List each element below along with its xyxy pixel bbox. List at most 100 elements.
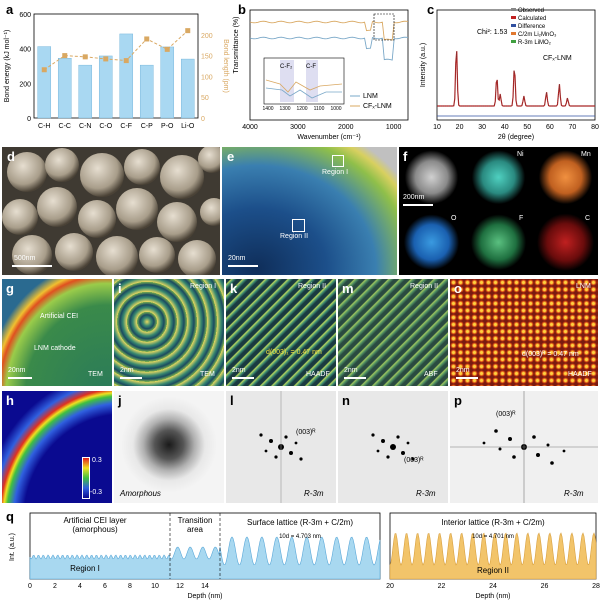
region-label-m: Region II	[410, 283, 439, 290]
legend-swatch-c-4	[511, 40, 516, 43]
space-group-p: R-3m	[564, 489, 584, 498]
ytick2-a-0: 0	[201, 116, 205, 123]
ytick-a-2: 400	[19, 47, 31, 54]
chart-b-svg: 4000 3000 2000 1000 Wavenumber (cm⁻¹) Transmi…	[233, 9, 409, 141]
mode-label-o: HAADF	[568, 371, 592, 378]
panel-i: i Region I 2nm TEM	[114, 279, 224, 386]
panel-c: c 10 20 30 40 50 60 70 80 2θ (degree) Intensity (…	[415, 0, 600, 145]
panel-k: k Region II d(003)₁ = 0.47 nm 2nm HAADF	[226, 279, 336, 386]
xtick-q-right-2: 24	[489, 583, 497, 590]
inset-frame-b	[263, 57, 345, 105]
observed-points	[437, 51, 595, 107]
scale-bar-k	[232, 377, 254, 379]
colorbar-max: 0.3	[92, 457, 102, 464]
bond-length-marker-5	[144, 36, 150, 42]
scale-bar-d	[12, 265, 52, 267]
label-transition: Transition	[178, 516, 213, 525]
inset-label-cf: C-F	[306, 64, 316, 70]
scale-bar-e	[228, 265, 258, 267]
legend-swatch-c-0	[511, 8, 516, 11]
xtick-C-H: C-H	[38, 123, 50, 130]
region-2-label: Region II	[280, 233, 309, 240]
bond-length-marker-4	[123, 58, 129, 64]
panel-label-p: p	[454, 393, 462, 408]
region-2-box	[292, 219, 305, 232]
scale-bar-f	[403, 204, 433, 206]
ytick-a-3: 600	[19, 12, 31, 19]
legend-c-1: Calculated	[518, 16, 546, 22]
panel-label-f: f	[403, 149, 408, 164]
zoom-box-b	[373, 13, 395, 41]
map-o	[399, 212, 464, 275]
xtick-C-P: C-P	[141, 123, 153, 130]
label-interior: Interior lattice (R-3m + C/2m)	[441, 518, 545, 527]
xtick-C-N: C-N	[79, 123, 91, 130]
ytick-a-0: 0	[27, 116, 31, 123]
bar-P-O	[160, 46, 175, 119]
ytick-a-1: 200	[19, 81, 31, 88]
axes-frame-b	[249, 9, 409, 121]
colorbar	[82, 457, 90, 499]
scale-label-g: 20nm	[8, 367, 26, 374]
scale-label-i: 2nm	[120, 367, 134, 374]
scale-bar-m	[344, 377, 366, 379]
panel-b: b 4000 3000 2000 1000 Wavenumber (cm⁻¹) Trans…	[230, 0, 415, 145]
panel-q: q 0 2 4 6 8 10 12 14 Depth (nm) Int. (a.u.) Artifi…	[0, 505, 600, 601]
mode-label-i: TEM	[200, 371, 215, 378]
xtick-c-0: 10	[433, 124, 441, 131]
xtick-C-O: C-O	[99, 123, 112, 130]
inset-series-lnm	[265, 87, 342, 99]
ytick2-a-4: 200	[201, 33, 213, 40]
spot-label-p: (003)ᴿ	[496, 411, 516, 418]
bond-length-line	[43, 30, 189, 71]
panel-label-g: g	[6, 281, 14, 296]
ylabel2-a: Bond length (pm)	[222, 39, 229, 93]
panel-p: p (003)ᴿ R-3m	[450, 391, 598, 503]
panel-label-i: i	[118, 281, 122, 296]
panel-label-c: c	[427, 2, 435, 17]
xtick-c-4: 50	[523, 124, 531, 131]
xtick-c-1: 20	[456, 124, 464, 131]
map-f	[466, 212, 531, 275]
panel-label-q: q	[6, 509, 14, 524]
bar-C-H	[37, 46, 52, 119]
xtick-q-left-3: 6	[103, 583, 107, 590]
cathode-label: LNM cathode	[34, 345, 76, 352]
fft-pattern-l	[259, 391, 303, 503]
map-haadf	[399, 147, 464, 210]
chi-square: Chi²: 1.53	[477, 29, 507, 36]
chart-a-svg: 0 200 400 600 0 50 100 150 200 C-H C-C C-N C-O C-F C-P…	[4, 12, 229, 130]
legend-swatch-c-2	[511, 24, 516, 27]
scale-label-f: 200nm	[403, 194, 425, 201]
inset-xtick-4: 1000	[330, 106, 341, 112]
profile-right	[389, 532, 597, 580]
xtick-c-3: 40	[501, 124, 509, 131]
bond-length-marker-2	[82, 54, 88, 60]
panel-label-a: a	[6, 2, 14, 17]
panel-label-k: k	[230, 281, 238, 296]
d-spacing-o: d(003)ᴿ = 0.47 nm	[522, 351, 579, 358]
xtick-c-6: 70	[569, 124, 577, 131]
scale-label-o: 2nm	[456, 367, 470, 374]
ytick2-a-2: 100	[201, 74, 213, 81]
region-label-k: Region II	[298, 283, 327, 290]
legend-lnm: LNM	[363, 93, 378, 100]
series-lnm	[249, 36, 409, 61]
map-label-f: F	[519, 215, 524, 222]
xtick-P-O: P-O	[161, 123, 174, 130]
panel-l: l (003)ᴿ R-3m	[226, 391, 336, 503]
panel-label-o: o	[454, 281, 462, 296]
scale-bar-g	[8, 377, 32, 379]
label-d2: 10d = 4.701 nm	[472, 534, 514, 540]
scale-bar-i	[120, 377, 142, 379]
xtick-b-0: 4000	[242, 124, 258, 131]
map-label-c: C	[585, 215, 591, 222]
xtick-q-left-1: 2	[53, 583, 57, 590]
sem-particles	[2, 147, 220, 275]
legend-c-0: Observed	[518, 8, 544, 14]
xtick-c-5: 60	[546, 124, 554, 131]
panel-o: o LNM d(003)ᴿ = 0.47 nm 2nm HAADF	[450, 279, 598, 386]
bond-length-marker-7	[185, 28, 191, 34]
xtick-b-2: 2000	[338, 124, 354, 131]
mode-label-g: TEM	[88, 371, 103, 378]
